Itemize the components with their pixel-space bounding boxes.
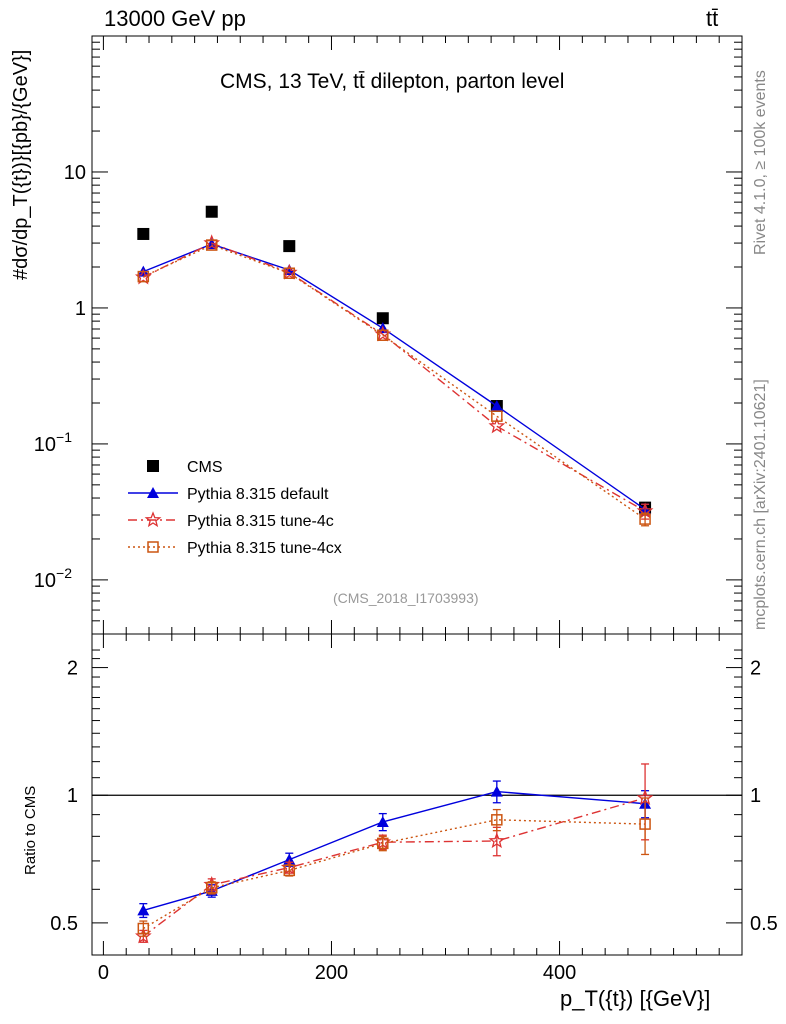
ratio-y-tick-label-right: 0.5 [750,913,778,935]
ratio-series-default [137,780,652,919]
rivet-version-label: Rivet 4.1.0, ≥ 100k events [752,70,769,255]
ratio-tune4cx-point [283,864,296,877]
ratio-y-tick-label-left: 0.5 [50,913,78,935]
main-tune4cx-point [283,267,296,279]
main-y-tick-label: 10 [64,162,86,184]
main-tune4cx-point [137,270,150,283]
ratio-tune4c-line [142,797,646,937]
main-series-tune4c [134,234,654,520]
x-axis-label: p_T({t}) [{GeV}] [560,986,711,1011]
legend-label-cms: CMS [187,459,223,476]
ratio-frame [91,633,743,956]
legend-label-default: Pythia 8.315 default [187,486,329,503]
ratio-default-point [137,904,150,916]
main-tune4c-point [488,417,506,434]
plot-title: CMS, 13 TeV, tt̄ dilepton, parton level [220,70,565,93]
main-default-point [490,400,503,412]
ratio-default-point [490,785,503,797]
main-y-axis-label: #dσ/dp_T({t})}[{pb}/{GeV}] [10,49,32,280]
ratio-tune4cx-line [142,819,646,930]
main-tune4cx-point [205,239,218,251]
ratio-default-line [143,790,646,912]
x-tick-label: 200 [315,962,348,984]
analysis-id: (CMS_2018_I1703993) [333,590,479,606]
x-tick-label: 0 [98,962,109,984]
main-cms-point [205,205,218,218]
ratio-y-tick-label-left: 1 [67,785,78,807]
ratio-y-axis-label: Ratio to CMS [22,785,39,875]
ratio-tune4cx-point [639,818,651,830]
ratio-series-tune4cx [137,797,651,937]
energy-label: 13000 GeV pp [104,6,246,31]
main-series-tune4cx [137,239,651,527]
ratio-default-point [376,815,389,827]
main-tune4cx-point [491,410,503,422]
main-y-tick-label: 10−2 [34,565,72,592]
main-tune4cx-point [639,513,651,525]
legend-label-tune4c: Pythia 8.315 tune-4c [187,513,334,530]
main-tune4c-line [142,242,646,512]
ratio-tune4cx-point [137,922,150,935]
ratio-tune4cx-point [491,814,503,826]
main-cms-point [376,312,389,325]
legend-marker-tune4c [144,511,162,528]
x-tick-label: 400 [543,962,576,984]
ratio-y-tick-label-right: 1 [750,785,761,807]
main-tune4cx-line [143,244,646,520]
ratio-y-tick-label-right: 2 [750,658,761,680]
legend-marker-default [147,487,159,498]
main-y-tick-label: 10−1 [34,429,72,456]
main-tune4cx-point [377,329,389,341]
ratio-tune4c-point [488,832,506,849]
main-y-tick-label: 1 [75,298,86,320]
main-cms-point [283,240,296,253]
ratio-tune4cx-point [205,882,218,894]
source-label: mcplots.cern.ch [arXiv:2401.10621] [752,379,769,630]
legend-label-tune4cx: Pythia 8.315 tune-4cx [187,540,342,557]
ratio-series-tune4c [135,763,654,944]
process-label: tt̄ [706,6,719,31]
ratio-tune4cx-point [377,837,389,850]
legend-marker-cms [147,460,159,472]
ratio-y-tick-label-left: 2 [67,658,78,680]
main-cms-point [137,227,150,240]
legend-marker-tune4cx [147,541,159,553]
main-default-point [283,264,296,276]
